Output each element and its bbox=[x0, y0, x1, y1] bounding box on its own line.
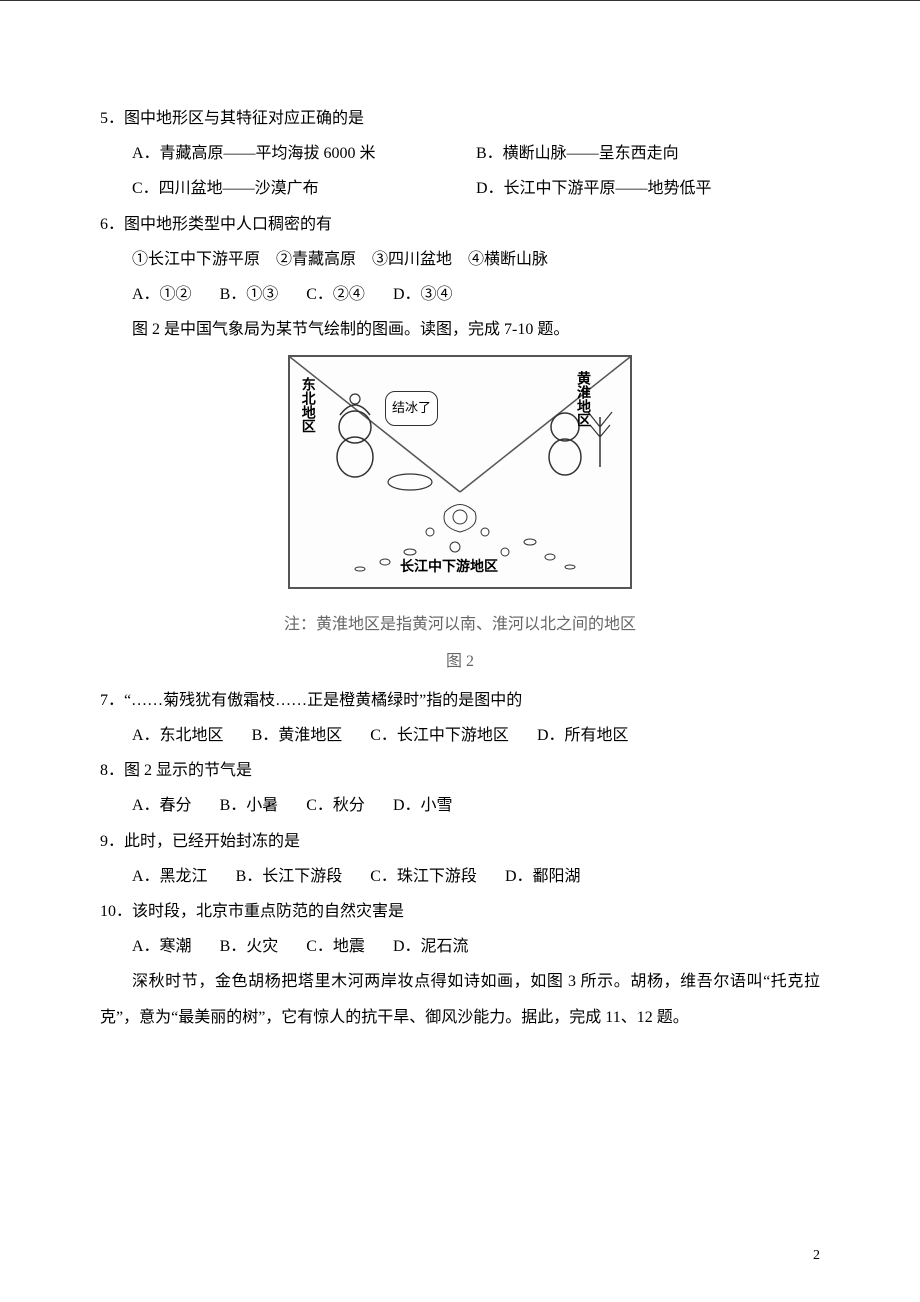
q5-optA: A．青藏高原——平均海拔 6000 米 bbox=[132, 136, 476, 171]
q6-options: A．①② B．①③ C．②④ D．③④ bbox=[100, 277, 820, 312]
q9-optC: C．珠江下游段 bbox=[370, 868, 477, 885]
q8-optB: B．小暑 bbox=[220, 797, 279, 814]
q7-optD: D．所有地区 bbox=[537, 727, 629, 744]
q10-optD: D．泥石流 bbox=[393, 938, 469, 955]
page-container: 5．图中地形区与其特征对应正确的是 A．青藏高原——平均海拔 6000 米 B．… bbox=[0, 0, 920, 1302]
q6-optB: B．①③ bbox=[220, 286, 279, 303]
q5-optC: C．四川盆地——沙漠广布 bbox=[132, 171, 476, 206]
page-number: 2 bbox=[813, 1241, 820, 1272]
fig2-label-huanghuai: 黄淮地区 bbox=[573, 371, 590, 427]
q7-options: A．东北地区 B．黄淮地区 C．长江中下游地区 D．所有地区 bbox=[100, 718, 820, 753]
passage-11-12: 深秋时节，金色胡杨把塔里木河两岸妆点得如诗如画，如图 3 所示。胡杨，维吾尔语叫… bbox=[100, 964, 820, 1034]
q8-optC: C．秋分 bbox=[306, 797, 365, 814]
q7-stem: 7．“……菊残犹有傲霜枝……正是橙黄橘绿时”指的是图中的 bbox=[100, 683, 820, 718]
q10-optB: B．火灾 bbox=[220, 938, 279, 955]
fig2-speech: 结冰了 bbox=[385, 391, 438, 426]
q8-optA: A．春分 bbox=[132, 797, 192, 814]
q5-optB: B．横断山脉——呈东西走向 bbox=[476, 136, 679, 171]
q10-optA: A．寒潮 bbox=[132, 938, 192, 955]
q7-optC: C．长江中下游地区 bbox=[370, 727, 509, 744]
q6-optA: A．①② bbox=[132, 286, 192, 303]
q6-optC: C．②④ bbox=[306, 286, 365, 303]
q5-optD: D．长江中下游平原——地势低平 bbox=[476, 171, 712, 206]
q8-options: A．春分 B．小暑 C．秋分 D．小雪 bbox=[100, 788, 820, 823]
q5-stem: 5．图中地形区与其特征对应正确的是 bbox=[100, 101, 820, 136]
fig2-caption: 图 2 bbox=[100, 644, 820, 679]
figure2-intro: 图 2 是中国气象局为某节气绘制的图画。读图，完成 7-10 题。 bbox=[100, 312, 820, 347]
q9-stem: 9．此时，已经开始封冻的是 bbox=[100, 824, 820, 859]
fig2-note: 注：黄淮地区是指黄河以南、淮河以北之间的地区 bbox=[100, 607, 820, 642]
q9-optB: B．长江下游段 bbox=[236, 868, 343, 885]
q6-items: ①长江中下游平原 ②青藏高原 ③四川盆地 ④横断山脉 bbox=[100, 242, 820, 277]
q8-optD: D．小雪 bbox=[393, 797, 453, 814]
figure2-box: 东北地区 黄淮地区 长江中下游地区 结冰了 bbox=[288, 355, 632, 589]
q9-options: A．黑龙江 B．长江下游段 C．珠江下游段 D．鄱阳湖 bbox=[100, 859, 820, 894]
q10-options: A．寒潮 B．火灾 C．地震 D．泥石流 bbox=[100, 929, 820, 964]
q8-stem: 8．图 2 显示的节气是 bbox=[100, 753, 820, 788]
q6-optD: D．③④ bbox=[393, 286, 453, 303]
q5-row2: C．四川盆地——沙漠广布 D．长江中下游平原——地势低平 bbox=[100, 171, 820, 206]
q9-optA: A．黑龙江 bbox=[132, 868, 208, 885]
q10-optC: C．地震 bbox=[306, 938, 365, 955]
q9-optD: D．鄱阳湖 bbox=[505, 868, 581, 885]
figure2-wrap: 东北地区 黄淮地区 长江中下游地区 结冰了 注：黄淮地区是指黄河以南、淮河以北之… bbox=[100, 355, 820, 679]
q5-row1: A．青藏高原——平均海拔 6000 米 B．横断山脉——呈东西走向 bbox=[100, 136, 820, 171]
q7-optB: B．黄淮地区 bbox=[252, 727, 343, 744]
q10-stem: 10．该时段，北京市重点防范的自然灾害是 bbox=[100, 894, 820, 929]
fig2-label-changjiang: 长江中下游地区 bbox=[400, 553, 498, 584]
q6-stem: 6．图中地形类型中人口稠密的有 bbox=[100, 207, 820, 242]
q7-optA: A．东北地区 bbox=[132, 727, 224, 744]
fig2-label-dongbei: 东北地区 bbox=[298, 377, 315, 433]
